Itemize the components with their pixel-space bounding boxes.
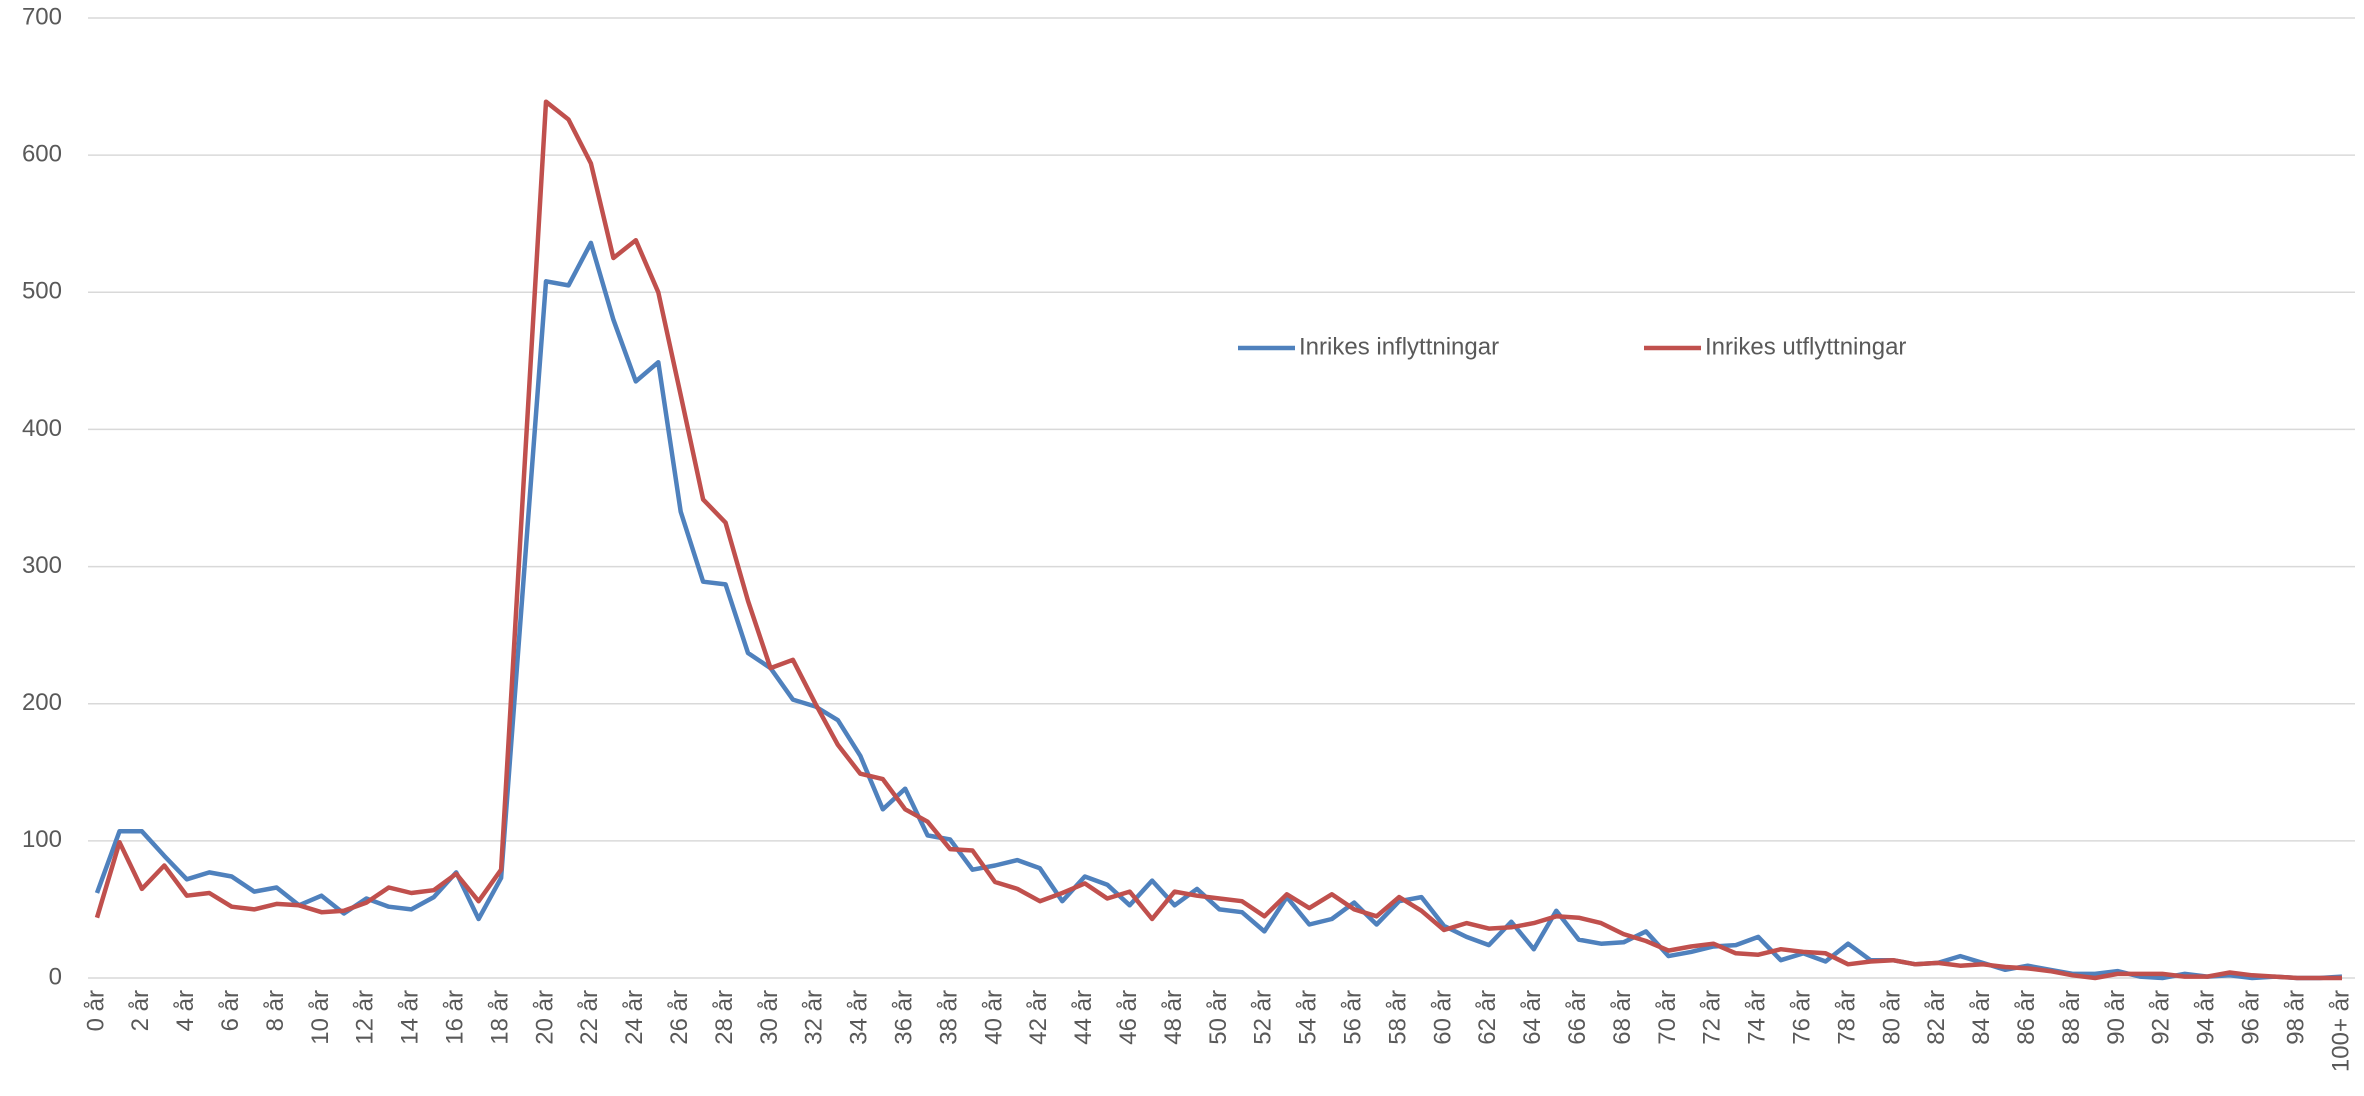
x-tick-label: 52 år bbox=[1250, 990, 1277, 1045]
x-tick-label: 30 år bbox=[756, 990, 783, 1045]
y-tick-label: 0 bbox=[49, 963, 62, 990]
x-tick-label: 20 år bbox=[531, 990, 558, 1045]
x-tick-label: 22 år bbox=[576, 990, 603, 1045]
x-tick-label: 74 år bbox=[1744, 990, 1771, 1045]
x-tick-label: 80 år bbox=[1878, 990, 1905, 1045]
x-tick-label: 78 år bbox=[1833, 990, 1860, 1045]
y-tick-label: 600 bbox=[22, 140, 62, 167]
x-tick-label: 10 år bbox=[307, 990, 334, 1045]
x-tick-label: 58 år bbox=[1384, 990, 1411, 1045]
y-tick-label: 100 bbox=[22, 826, 62, 853]
x-tick-label: 92 år bbox=[2148, 990, 2175, 1045]
y-tick-label: 700 bbox=[22, 3, 62, 30]
x-tick-label: 4 år bbox=[172, 990, 199, 1031]
x-tick-label: 40 år bbox=[980, 990, 1007, 1045]
x-tick-label: 82 år bbox=[1923, 990, 1950, 1045]
y-tick-label: 500 bbox=[22, 278, 62, 305]
legend-label: Inrikes utflyttningar bbox=[1705, 333, 1906, 360]
x-tick-label: 0 år bbox=[82, 990, 109, 1031]
x-tick-label: 54 år bbox=[1295, 990, 1322, 1045]
x-tick-label: 56 år bbox=[1340, 990, 1367, 1045]
x-tick-label: 34 år bbox=[846, 990, 873, 1045]
x-tick-label: 76 år bbox=[1789, 990, 1816, 1045]
x-tick-label: 64 år bbox=[1519, 990, 1546, 1045]
x-tick-label: 32 år bbox=[801, 990, 828, 1045]
x-tick-label: 60 år bbox=[1429, 990, 1456, 1045]
legend-label: Inrikes inflyttningar bbox=[1299, 333, 1499, 360]
x-tick-label: 42 år bbox=[1025, 990, 1052, 1045]
x-tick-label: 62 år bbox=[1474, 990, 1501, 1045]
x-tick-label: 88 år bbox=[2058, 990, 2085, 1045]
x-tick-label: 68 år bbox=[1609, 990, 1636, 1045]
x-tick-label: 12 år bbox=[352, 990, 379, 1045]
line-series bbox=[94, 99, 2342, 981]
x-tick-label: 14 år bbox=[397, 990, 424, 1045]
x-tick-label: 8 år bbox=[262, 990, 289, 1031]
x-tick-label: 84 år bbox=[1968, 990, 1995, 1045]
x-tick-label: 46 år bbox=[1115, 990, 1142, 1045]
x-tick-label: 36 år bbox=[891, 990, 918, 1045]
line-series bbox=[94, 240, 2343, 981]
x-tick-label: 98 år bbox=[2282, 990, 2309, 1045]
x-tick-label: 6 år bbox=[217, 990, 244, 1031]
x-tick-label: 100+ år bbox=[2327, 990, 2354, 1072]
x-tick-label: 86 år bbox=[2013, 990, 2040, 1045]
y-tick-label: 200 bbox=[22, 689, 62, 716]
x-tick-label: 16 år bbox=[442, 990, 469, 1045]
x-tick-label: 48 år bbox=[1160, 990, 1187, 1045]
y-tick-label: 300 bbox=[22, 552, 62, 579]
x-tick-label: 66 år bbox=[1564, 990, 1591, 1045]
x-tick-label: 94 år bbox=[2193, 990, 2220, 1045]
x-tick-label: 28 år bbox=[711, 990, 738, 1045]
x-tick-label: 90 år bbox=[2103, 990, 2130, 1045]
x-tick-label: 70 år bbox=[1654, 990, 1681, 1045]
y-tick-label: 400 bbox=[22, 415, 62, 442]
x-tick-label: 24 år bbox=[621, 990, 648, 1045]
x-tick-label: 50 år bbox=[1205, 990, 1232, 1045]
x-tick-label: 72 år bbox=[1699, 990, 1726, 1045]
x-tick-label: 44 år bbox=[1070, 990, 1097, 1045]
x-tick-label: 2 år bbox=[127, 990, 154, 1031]
x-tick-label: 96 år bbox=[2238, 990, 2265, 1045]
x-tick-label: 38 år bbox=[935, 990, 962, 1045]
x-tick-label: 18 år bbox=[486, 990, 513, 1045]
x-tick-label: 26 år bbox=[666, 990, 693, 1045]
